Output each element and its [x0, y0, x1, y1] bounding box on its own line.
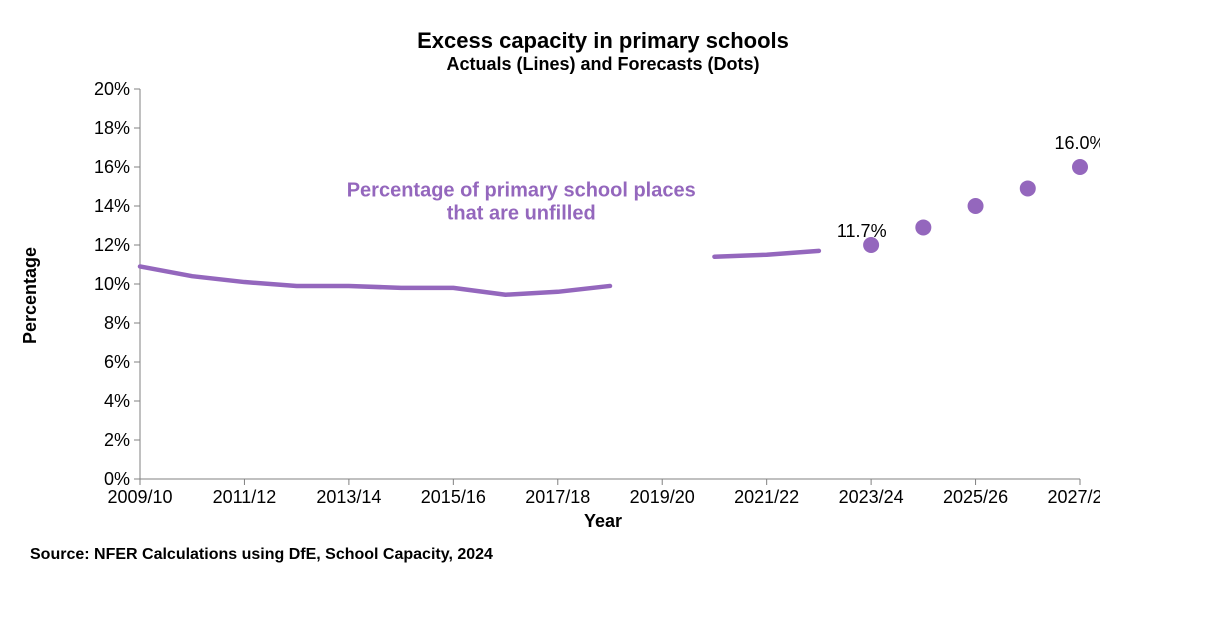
y-tick-label: 0% — [104, 469, 130, 489]
y-tick-label: 12% — [94, 235, 130, 255]
y-tick-label: 10% — [94, 274, 130, 294]
y-tick-label: 20% — [94, 79, 130, 99]
actuals-line-1 — [714, 251, 818, 257]
chart-svg: 0% 2% 4% 6% 8% 10% 12% 14% 16% 18% 20% 2009/10 2011/… — [60, 79, 1100, 509]
chart-title: Excess capacity in primary schools — [0, 0, 1206, 54]
plot-area: Percentage0%2%4%6%8%10%12%14%16%18%20%20… — [60, 79, 1100, 509]
y-tick-label: 18% — [94, 118, 130, 138]
x-tick-label: 2019/20 — [630, 487, 695, 507]
actuals-line-0 — [140, 266, 610, 294]
y-tick-label: 16% — [94, 157, 130, 177]
source-text: Source: NFER Calculations using DfE, Sch… — [0, 546, 1206, 564]
forecast-dot — [1072, 159, 1088, 175]
x-tick-label: 2017/18 — [525, 487, 590, 507]
x-tick-label: 2009/10 — [107, 487, 172, 507]
forecast-dot — [968, 198, 984, 214]
y-tick-label: 14% — [94, 196, 130, 216]
chart-subtitle: Actuals (Lines) and Forecasts (Dots) — [0, 54, 1206, 75]
x-tick-label: 2023/24 — [839, 487, 904, 507]
x-tick-label: 2015/16 — [421, 487, 486, 507]
x-tick-label: 2013/14 — [316, 487, 381, 507]
y-tick-label: 6% — [104, 352, 130, 372]
forecast-dot — [1020, 180, 1036, 196]
x-axis-title: Year — [0, 511, 1206, 532]
x-tick-label: 2011/12 — [213, 487, 277, 507]
forecast-dot — [915, 219, 931, 235]
x-tick-label: 2025/26 — [943, 487, 1008, 507]
y-tick-label: 8% — [104, 313, 130, 333]
series-label: Percentage of primary school placesthat … — [347, 179, 696, 224]
x-tick-label: 2021/22 — [734, 487, 799, 507]
y-axis-title: Percentage — [20, 247, 41, 344]
x-tick-label: 2027/28 — [1047, 487, 1100, 507]
y-tick-label: 2% — [104, 430, 130, 450]
annotation-last-forecast: 16.0% — [1054, 133, 1100, 153]
annotation-last-actual: 11.7% — [837, 221, 887, 241]
y-tick-label: 4% — [104, 391, 130, 411]
